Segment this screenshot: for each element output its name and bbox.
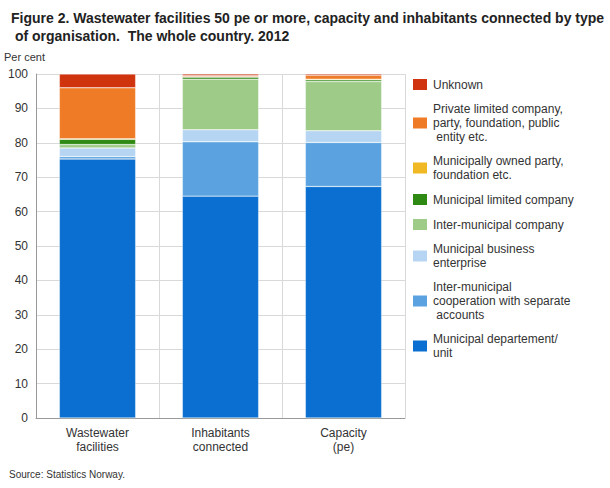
svg-text:Municipal business: Municipal business [433,242,538,256]
svg-text:Private limited company,: Private limited company, [433,102,566,116]
svg-text:accounts: accounts [433,308,484,322]
svg-text:unit: unit [433,346,453,360]
svg-text:Inter-municipal company: Inter-municipal company [433,218,564,232]
svg-text:Municipally owned party,: Municipally owned party, [433,154,567,168]
svg-text:Wastewater: Wastewater [66,426,129,440]
svg-text:Source: Statistics Norway.: Source: Statistics Norway. [9,469,125,480]
svg-text:Inhabitants: Inhabitants [191,426,250,440]
svg-text:Unknown: Unknown [433,78,483,92]
svg-text:(pe): (pe) [333,440,354,454]
svg-text:90: 90 [15,101,29,115]
svg-text:40: 40 [15,273,29,287]
svg-text:cooperation with separate: cooperation with separate [433,294,571,308]
svg-text:party, foundation, public: party, foundation, public [433,116,560,130]
svg-text:Inter-municipal: Inter-municipal [433,280,515,294]
svg-text:70: 70 [15,170,29,184]
svg-text:of organisation. The whole co: of organisation. The whole country. 2012 [11,28,289,44]
svg-text:foundation etc.: foundation etc. [433,168,512,182]
svg-text:Municipal limited company: Municipal limited company [433,193,574,207]
svg-text:0: 0 [21,411,28,425]
svg-text:Capacity: Capacity [320,426,367,440]
svg-text:50: 50 [15,239,29,253]
svg-text:Figure 2. Wastewater facilitie: Figure 2. Wastewater facilities 50 pe or… [11,10,604,26]
svg-text:Municipal departement/: Municipal departement/ [433,332,558,346]
svg-text:60: 60 [15,205,29,219]
svg-text:connected: connected [193,440,248,454]
svg-text:enterprise: enterprise [433,256,487,270]
svg-text:80: 80 [15,136,29,150]
svg-text:30: 30 [15,308,29,322]
svg-text:facilities: facilities [76,440,119,454]
svg-text:entity etc.: entity etc. [433,130,488,144]
svg-text:Per cent: Per cent [4,51,45,63]
svg-text:10: 10 [15,377,29,391]
svg-text:100: 100 [8,67,28,81]
svg-text:20: 20 [15,342,29,356]
